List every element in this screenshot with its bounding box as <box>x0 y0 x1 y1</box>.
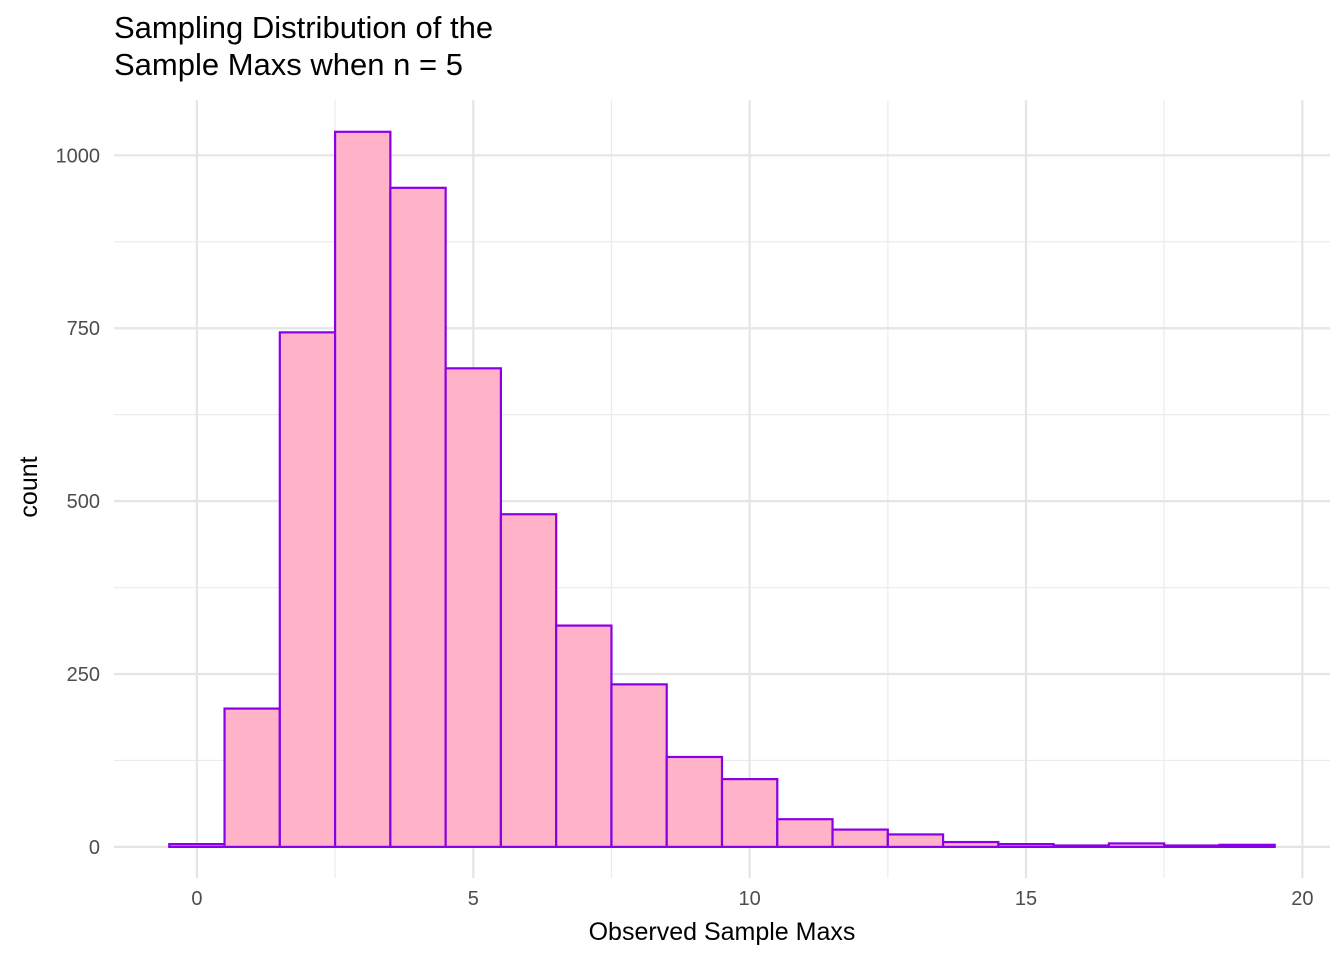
histogram-bar <box>444 367 503 848</box>
histogram-bar <box>1163 844 1221 848</box>
y-tick-label: 250 <box>67 664 100 686</box>
y-tick-label: 1000 <box>56 145 101 167</box>
histogram-bar <box>278 331 337 848</box>
y-axis-title: count <box>15 456 43 517</box>
histogram-bars <box>168 130 1276 848</box>
x-tick-label: 20 <box>1291 888 1313 910</box>
y-tick-label: 500 <box>67 491 100 513</box>
chart-title: Sampling Distribution of the <box>114 10 494 45</box>
y-axis-tick-labels: 0 250 500 750 1000 <box>56 145 101 859</box>
histogram-bar <box>776 818 834 848</box>
histogram-bar <box>831 828 889 848</box>
x-tick-label: 0 <box>191 888 202 910</box>
histogram-bar <box>499 513 558 848</box>
histogram-bar <box>168 843 226 848</box>
histogram-bar <box>555 624 613 848</box>
y-tick-label: 0 <box>89 837 100 859</box>
x-tick-label: 10 <box>739 888 761 910</box>
x-tick-label: 5 <box>468 888 479 910</box>
histogram-bar <box>997 843 1055 848</box>
histogram-bar <box>1052 844 1111 848</box>
histogram-bar <box>720 778 779 848</box>
histogram-bar <box>1107 842 1166 848</box>
histogram-bar <box>333 130 392 848</box>
histogram-bar <box>941 840 1000 848</box>
y-tick-label: 750 <box>67 318 100 340</box>
histogram-bar <box>665 755 724 848</box>
histogram-bar <box>1218 843 1276 848</box>
x-tick-label: 15 <box>1015 888 1037 910</box>
chart-title-line-2: Sample Maxs when n = 5 <box>114 47 463 82</box>
histogram-bar <box>389 186 447 848</box>
histogram-bar <box>223 707 281 848</box>
x-axis-title: Observed Sample Maxs <box>589 918 856 946</box>
x-axis-tick-labels: 0 5 10 15 20 <box>191 888 1313 910</box>
histogram-bar <box>610 683 668 848</box>
histogram-bar <box>886 833 945 848</box>
